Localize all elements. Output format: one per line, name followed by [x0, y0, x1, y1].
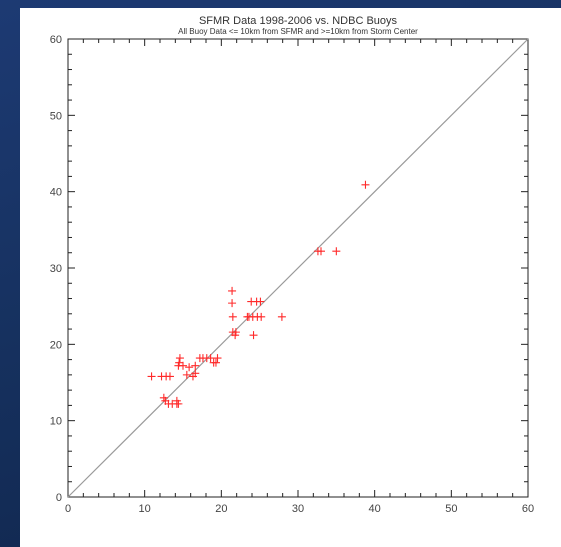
- data-point: [228, 299, 237, 308]
- y-tick-label: 50: [50, 110, 62, 122]
- x-tick-label: 60: [522, 503, 534, 515]
- data-point: [317, 247, 325, 256]
- x-tick-label: 50: [445, 503, 457, 515]
- data-point: [182, 370, 191, 379]
- reference-line: [67, 38, 529, 498]
- data-point: [257, 312, 266, 321]
- data-point: [174, 399, 183, 408]
- x-tick-label: 20: [215, 503, 227, 515]
- data-point: [213, 354, 222, 363]
- x-tick-label: 10: [139, 503, 151, 515]
- y-tick-label: 0: [56, 492, 62, 504]
- data-point: [249, 331, 258, 340]
- data-point: [165, 372, 174, 381]
- x-tick-label: 40: [369, 503, 381, 515]
- y-tick-label: 30: [50, 263, 62, 275]
- y-tick-label: 40: [50, 187, 62, 199]
- x-tick-label: 0: [65, 503, 71, 515]
- scatter-chart: SFMR Data 1998-2006 vs. NDBC Buoys All B…: [50, 15, 534, 515]
- data-point: [206, 354, 215, 363]
- data-point: [191, 369, 200, 378]
- data-point: [256, 297, 265, 306]
- data-point: [332, 247, 341, 256]
- data-point: [185, 363, 194, 372]
- axes: 0 10 20 30 40 50 60 0 10 20 30 40 50 60: [50, 34, 534, 515]
- data-point: [147, 372, 156, 381]
- data-points: [147, 180, 370, 408]
- data-point: [211, 358, 220, 367]
- chart-title: SFMR Data 1998-2006 vs. NDBC Buoys: [199, 15, 398, 27]
- chart-panel: SFMR Data 1998-2006 vs. NDBC Buoys All B…: [20, 8, 561, 547]
- data-point: [191, 361, 200, 370]
- x-tick-label: 30: [292, 503, 304, 515]
- data-point: [228, 286, 237, 295]
- y-tick-label: 20: [50, 339, 62, 351]
- data-point: [175, 354, 184, 363]
- data-point: [179, 361, 187, 370]
- chart-subtitle: All Buoy Data <= 10km from SFMR and >=10…: [178, 27, 418, 36]
- y-tick-label: 10: [50, 416, 62, 428]
- data-point: [231, 328, 240, 337]
- data-point: [277, 312, 286, 321]
- y-tick-label: 60: [50, 34, 62, 46]
- data-point: [228, 312, 237, 321]
- data-point: [361, 180, 370, 189]
